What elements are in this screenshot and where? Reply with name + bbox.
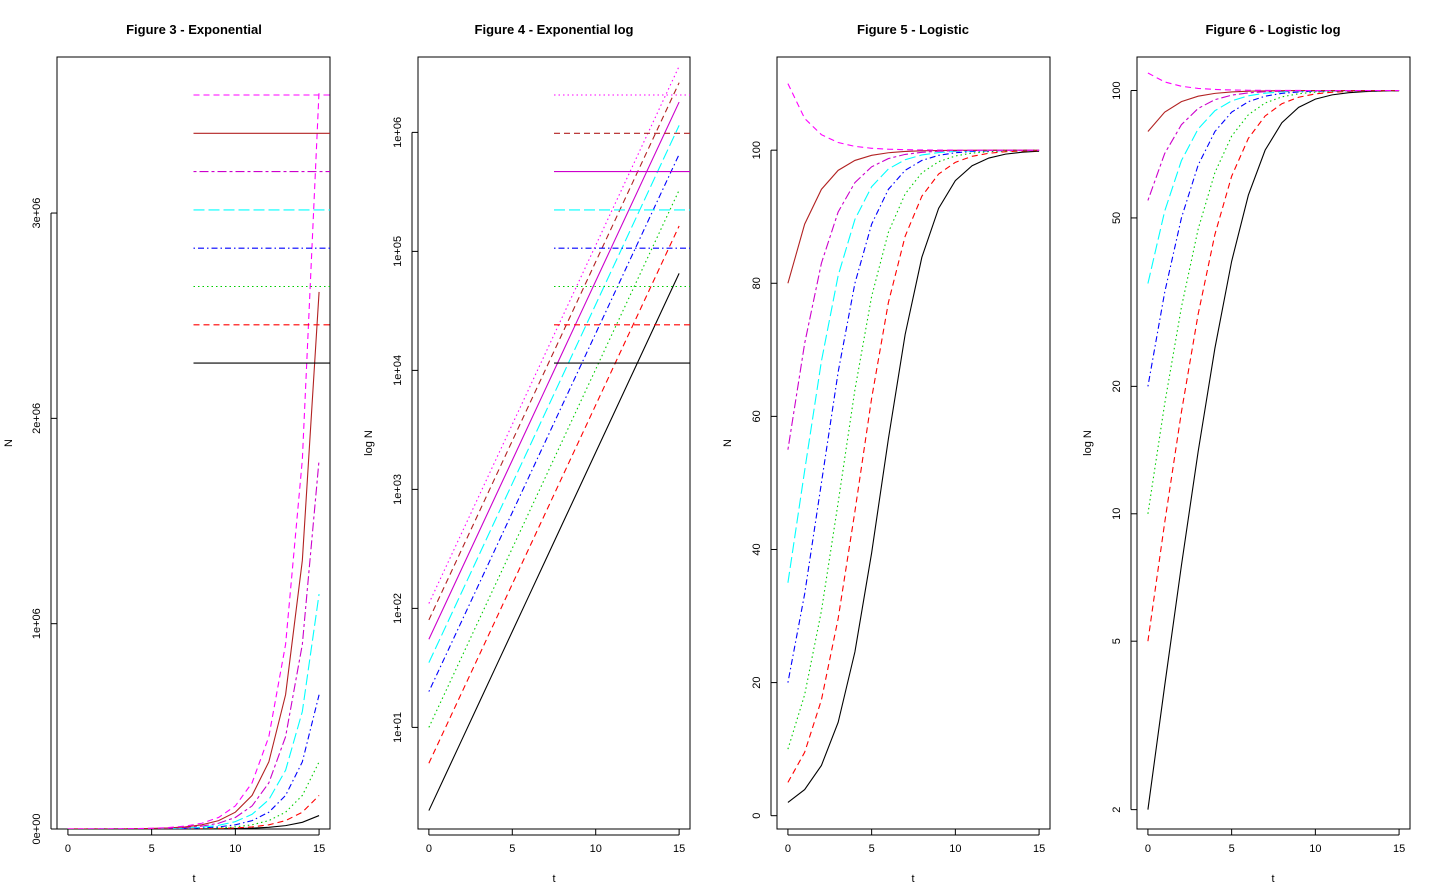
y-tick-label: 2 <box>1111 807 1123 813</box>
y-tick-label: 1e+06 <box>31 608 43 639</box>
series-line-4 <box>428 125 680 663</box>
y-tick-label: 80 <box>751 277 763 289</box>
x-tick-label: 15 <box>313 843 325 855</box>
series-line-1 <box>1147 90 1400 642</box>
series-line-2 <box>67 761 320 829</box>
x-tick-label: 10 <box>590 843 602 855</box>
y-tick-label: 1e+06 <box>392 117 404 148</box>
x-axis-label: t <box>192 873 195 885</box>
chart-title: Figure 5 - Logistic <box>857 22 969 37</box>
series-line-2 <box>1147 90 1400 514</box>
x-tick-label: 0 <box>65 843 71 855</box>
y-tick-label: 2e+06 <box>31 403 43 434</box>
x-axis-label: t <box>1271 873 1274 885</box>
series-line-5 <box>787 149 1040 450</box>
series-line-0 <box>1147 90 1400 810</box>
chart-logistic: Figure 5 - Logistic t N 0 5 10 15 0 20 40 60 80 1… <box>722 22 1051 885</box>
y-tick-label: 1e+03 <box>392 474 404 505</box>
series-line-3 <box>1147 89 1400 387</box>
y-tick-label: 0 <box>751 813 763 819</box>
y-tick-label: 20 <box>751 676 763 688</box>
series-line-1 <box>67 795 320 829</box>
series-line-4 <box>67 593 320 829</box>
x-tick-label: 10 <box>229 843 241 855</box>
plot-frame <box>417 56 691 830</box>
x-tick-label: 15 <box>673 843 685 855</box>
series-line-3 <box>67 694 320 829</box>
y-tick-label: 20 <box>1111 380 1123 392</box>
series-line-1 <box>428 225 680 764</box>
chart-exponential-log: Figure 4 - Exponential log t log N 0 5 10 1… <box>363 22 691 885</box>
y-tick-label: 1e+04 <box>392 355 404 386</box>
series-line-6 <box>1147 89 1400 132</box>
series-line-7 <box>1147 72 1400 92</box>
x-tick-label: 10 <box>1309 843 1321 855</box>
x-tick-label: 5 <box>1229 843 1235 855</box>
x-tick-label: 5 <box>149 843 155 855</box>
y-axis-label: N <box>3 439 15 447</box>
plot-frame <box>56 56 331 830</box>
x-tick-label: 0 <box>426 843 432 855</box>
plot-frame <box>1136 56 1411 830</box>
x-tick-label: 5 <box>509 843 515 855</box>
chart-title: Figure 6 - Logistic log <box>1205 22 1340 37</box>
y-tick-label: 50 <box>1111 212 1123 224</box>
chart-logistic-log: Figure 6 - Logistic log t log N 0 5 10 15 2 5… <box>1082 22 1411 885</box>
series-line-7 <box>787 83 1040 151</box>
series-line-7 <box>428 65 680 604</box>
y-tick-label: 100 <box>1111 81 1123 99</box>
y-tick-label: 60 <box>751 410 763 422</box>
plot-frame <box>776 56 1051 830</box>
series-line-0 <box>67 815 320 829</box>
y-tick-label: 1e+05 <box>392 236 404 267</box>
series-line-4 <box>1147 89 1400 284</box>
x-axis-label: t <box>911 873 914 885</box>
series-line-5 <box>428 101 680 640</box>
chart-title: Figure 4 - Exponential log <box>475 22 634 37</box>
chart-title: Figure 3 - Exponential <box>126 22 262 37</box>
x-tick-label: 10 <box>949 843 961 855</box>
y-axis-label: log N <box>363 430 375 456</box>
series-line-3 <box>428 154 680 692</box>
y-tick-label: 100 <box>751 141 763 159</box>
x-tick-label: 5 <box>869 843 875 855</box>
y-tick-label: 40 <box>751 543 763 555</box>
series-line-7 <box>67 90 320 829</box>
x-tick-label: 15 <box>1033 843 1045 855</box>
series-line-0 <box>787 150 1040 803</box>
y-tick-label: 10 <box>1111 508 1123 520</box>
chart-exponential: Figure 3 - Exponential t N 0 5 10 15 0e+00 1e… <box>3 22 331 885</box>
series-line-3 <box>787 149 1040 683</box>
y-tick-label: 1e+02 <box>392 593 404 624</box>
y-tick-label: 0e+00 <box>31 814 43 845</box>
x-tick-label: 0 <box>1145 843 1151 855</box>
series-line-5 <box>1147 89 1400 201</box>
series-line-2 <box>787 149 1040 750</box>
series-line-6 <box>428 82 680 621</box>
series-line-2 <box>428 189 680 728</box>
y-tick-label: 5 <box>1111 638 1123 644</box>
x-tick-label: 15 <box>1393 843 1405 855</box>
x-tick-label: 0 <box>785 843 791 855</box>
x-axis-label: t <box>552 873 555 885</box>
series-line-1 <box>787 150 1040 783</box>
y-tick-label: 1e+01 <box>392 712 404 743</box>
series-line-5 <box>67 459 320 829</box>
y-tick-label: 3e+06 <box>31 198 43 229</box>
y-axis-label: N <box>722 439 734 447</box>
series-line-0 <box>428 273 680 811</box>
y-axis-label: log N <box>1082 430 1094 456</box>
